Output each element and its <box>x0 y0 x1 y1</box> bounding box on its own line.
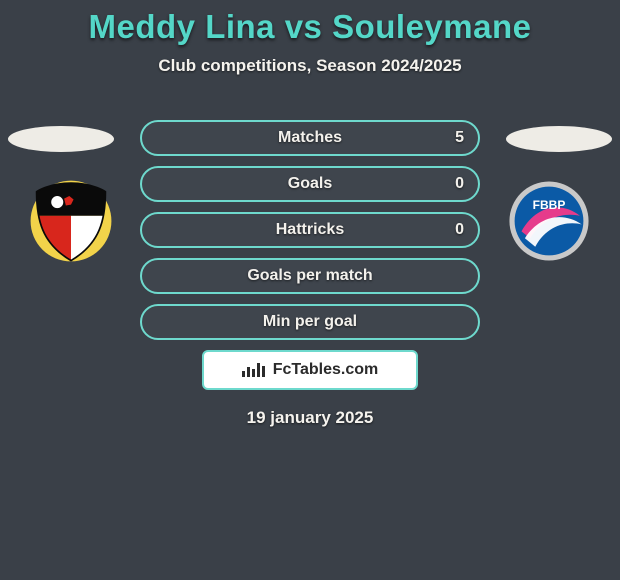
fctables-label: FcTables.com <box>273 361 379 379</box>
stat-label: Goals per match <box>247 267 372 285</box>
stats-column: Matches 5 Goals 0 Hattricks 0 Goals per … <box>140 120 480 428</box>
stat-right-value: 0 <box>455 175 464 193</box>
player-left-portrait <box>8 126 114 152</box>
player-right-portrait <box>506 126 612 152</box>
club-badge-left <box>22 178 120 264</box>
fctables-link[interactable]: FcTables.com <box>202 350 418 390</box>
stat-label: Goals <box>288 175 332 193</box>
stat-row-goals-per-match: Goals per match <box>140 258 480 294</box>
stat-row-hattricks: Hattricks 0 <box>140 212 480 248</box>
svg-text:FBBP: FBBP <box>533 198 566 212</box>
date-label: 19 january 2025 <box>140 408 480 428</box>
club-badge-right: FBBP <box>500 178 598 264</box>
club-badge-right-icon: FBBP <box>500 178 598 264</box>
stat-right-value: 0 <box>455 221 464 239</box>
bar-chart-icon <box>242 363 265 377</box>
subtitle: Club competitions, Season 2024/2025 <box>0 56 620 76</box>
page-title: Meddy Lina vs Souleymane <box>0 0 620 46</box>
club-badge-left-icon <box>22 178 120 264</box>
stat-label: Min per goal <box>263 313 357 331</box>
stat-right-value: 5 <box>455 129 464 147</box>
stat-row-matches: Matches 5 <box>140 120 480 156</box>
stat-label: Matches <box>278 129 342 147</box>
stat-label: Hattricks <box>276 221 344 239</box>
stat-row-min-per-goal: Min per goal <box>140 304 480 340</box>
stat-row-goals: Goals 0 <box>140 166 480 202</box>
